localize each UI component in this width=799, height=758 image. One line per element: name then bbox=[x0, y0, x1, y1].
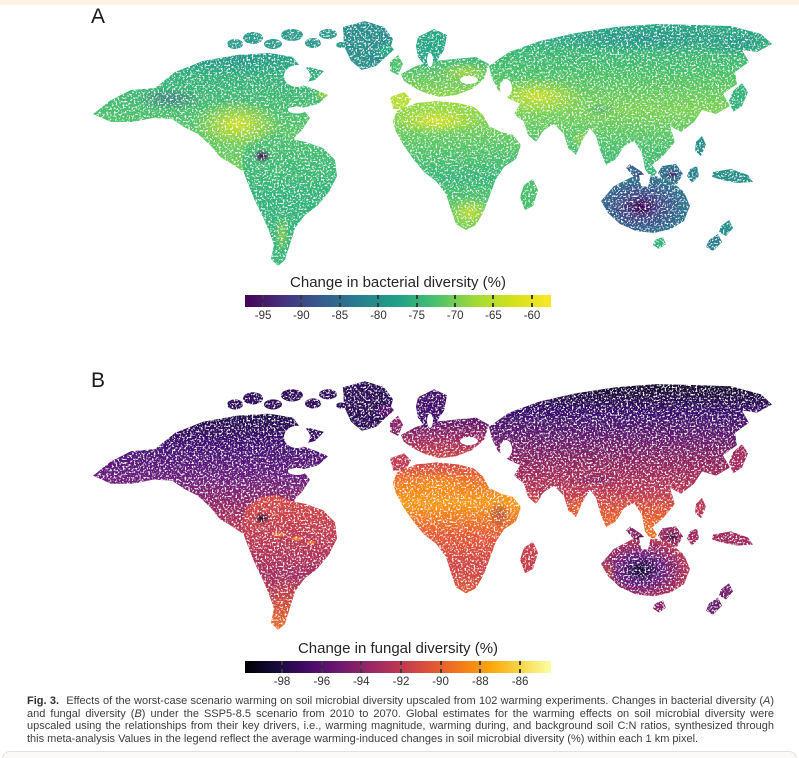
colorbar-tick-label: -60 bbox=[523, 310, 541, 322]
colorbar-tick-label: -98 bbox=[273, 676, 291, 688]
british-isles bbox=[390, 415, 403, 436]
colorbar-tick-mark bbox=[262, 295, 265, 299]
caption-text-segment: A bbox=[763, 695, 771, 707]
colorbar-tick-mark bbox=[400, 669, 403, 673]
colorbar-tick-mark bbox=[519, 661, 522, 665]
caption-fig-label: Fig. 3. bbox=[27, 695, 60, 707]
colorbar-tick-mark bbox=[338, 303, 341, 307]
colorbar-tick-mark bbox=[479, 669, 482, 673]
caption-text-segment: Effects of the worst-case scenario warmi… bbox=[63, 695, 763, 707]
caption-text: Effects of the worst-case scenario warmi… bbox=[27, 695, 774, 745]
new-zealand-north bbox=[719, 220, 733, 236]
colorbar-tick-mark bbox=[300, 303, 303, 307]
new-zealand-south bbox=[706, 597, 722, 615]
colorbar-tick-mark bbox=[281, 669, 284, 673]
colorbar-tick-mark bbox=[479, 661, 482, 665]
colorbar-tick-label: -85 bbox=[331, 310, 349, 322]
continent-europe bbox=[401, 417, 489, 459]
colorbar-tick-mark bbox=[531, 295, 534, 299]
new-guinea bbox=[712, 169, 753, 183]
colorbar-tick-mark bbox=[492, 295, 495, 299]
colorbar-tick-mark bbox=[320, 669, 323, 673]
colorbar-tick-label: -65 bbox=[485, 310, 502, 322]
colorbar-tick-mark bbox=[377, 303, 380, 307]
madagascar bbox=[520, 179, 538, 210]
british-isles bbox=[390, 55, 403, 75]
new-zealand-south bbox=[706, 234, 722, 251]
colorbar-a-gradient-bar bbox=[245, 295, 551, 307]
map-b-regional-tints bbox=[254, 472, 679, 609]
sulawesi bbox=[687, 528, 699, 546]
colorbar-tick-label: -86 bbox=[511, 676, 529, 688]
colorbar-b-gradient-bar bbox=[245, 661, 551, 673]
colorbar-tick-label: -90 bbox=[292, 310, 310, 322]
colorbar-tick-mark bbox=[360, 661, 363, 665]
colorbar-tick-label: -94 bbox=[352, 676, 370, 688]
philippines bbox=[695, 136, 706, 156]
colorbar-tick-mark bbox=[338, 295, 341, 299]
tasmania bbox=[653, 237, 666, 249]
page-bottom-border bbox=[2, 751, 797, 758]
caption-text-segment: B bbox=[134, 707, 142, 720]
new-zealand-north bbox=[719, 583, 733, 600]
map-a-land bbox=[93, 21, 772, 266]
colorbar-tick-mark bbox=[262, 303, 265, 307]
colorbar-tick-mark bbox=[454, 303, 457, 307]
colorbar-tick-mark bbox=[400, 661, 403, 665]
colorbar-tick-label: -95 bbox=[254, 310, 272, 322]
caption-text-segment: ) under the SSP5-8.5 scenario from 2010 … bbox=[27, 707, 775, 745]
caption-text-segment: ) and fungal diversity ( bbox=[27, 695, 775, 720]
colorbar-tick-mark bbox=[439, 661, 442, 665]
colorbar-tick-mark bbox=[531, 303, 534, 307]
tasmania bbox=[653, 600, 666, 613]
arctic-islands bbox=[227, 29, 346, 49]
fungal-diversity-world-map bbox=[93, 381, 772, 630]
colorbar-tick-mark bbox=[320, 661, 323, 665]
colorbar-tick-mark bbox=[377, 295, 380, 299]
colorbar-tick-mark bbox=[454, 295, 457, 299]
colorbar-tick-label: -75 bbox=[408, 310, 425, 322]
figure-caption: Fig. 3. Effects of the worst-case scenar… bbox=[27, 695, 774, 745]
colorbar-tick-mark bbox=[439, 669, 442, 673]
sulawesi bbox=[687, 166, 699, 183]
colorbar-tick-mark bbox=[415, 295, 418, 299]
inland-seas bbox=[284, 53, 651, 187]
philippines bbox=[695, 497, 706, 519]
colorbar-a-tick-labels: -95 -90 -85 -80 -75 -70 -65 -60 bbox=[245, 310, 551, 325]
bacterial-diversity-world-map bbox=[93, 21, 772, 266]
colorbar-tick-label: -88 bbox=[472, 676, 489, 688]
colorbar-bacterial: Change in bacterial diversity (%) -95 -90… bbox=[245, 274, 551, 325]
colorbar-tick-label: -80 bbox=[370, 310, 387, 322]
colorbar-tick-mark bbox=[415, 303, 418, 307]
colorbar-tick-label: -96 bbox=[313, 676, 331, 688]
map-a-regional-tints bbox=[135, 22, 772, 254]
colorbar-tick-mark bbox=[360, 669, 363, 673]
colorbar-tick-mark bbox=[519, 669, 522, 673]
inland-seas bbox=[284, 413, 651, 550]
colorbar-a-title: Change in bacterial diversity (%) bbox=[290, 274, 506, 291]
colorbar-tick-label: -70 bbox=[446, 310, 464, 322]
colorbar-tick-mark bbox=[300, 295, 303, 299]
colorbar-b-tick-labels: -98 -96 -94 -92 -90 -88 -86 bbox=[245, 676, 551, 691]
new-guinea bbox=[712, 531, 753, 546]
panel-b-label: B bbox=[91, 369, 106, 392]
arctic-islands bbox=[227, 389, 346, 410]
colorbar-tick-mark bbox=[281, 661, 284, 665]
page-top-border bbox=[0, 0, 799, 5]
colorbar-fungal: Change in fungal diversity (%) -98 -96 -94… bbox=[245, 640, 551, 691]
colorbar-tick-label: -92 bbox=[392, 676, 410, 688]
colorbar-b-title: Change in fungal diversity (%) bbox=[297, 640, 499, 657]
panel-a-label: A bbox=[91, 5, 106, 28]
colorbar-tick-mark bbox=[492, 303, 495, 307]
map-b-land bbox=[93, 381, 772, 630]
madagascar bbox=[520, 541, 538, 574]
colorbar-tick-label: -90 bbox=[432, 676, 449, 688]
